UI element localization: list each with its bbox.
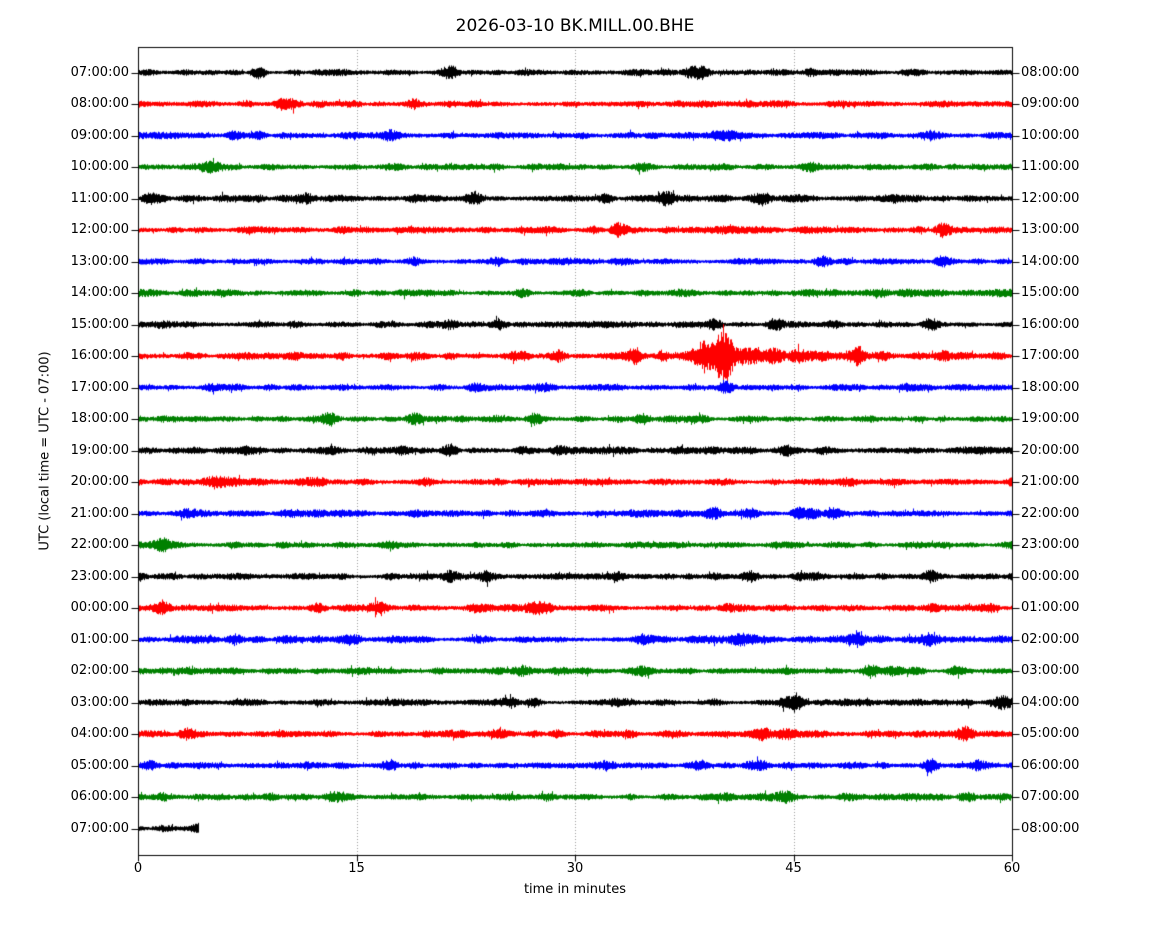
local-row-label: 08:00:00 bbox=[1021, 64, 1080, 80]
x-axis-label: time in minutes bbox=[523, 882, 627, 897]
local-row-label: 14:00:00 bbox=[1021, 253, 1080, 269]
local-row-label: 05:00:00 bbox=[1021, 726, 1080, 741]
utc-row-label: 03:00:00 bbox=[70, 694, 129, 710]
x-tick-label: 60 bbox=[1003, 861, 1021, 876]
utc-row-label: 01:00:00 bbox=[70, 631, 129, 647]
local-row-label: 23:00:00 bbox=[1021, 537, 1080, 552]
utc-row-label: 12:00:00 bbox=[70, 222, 129, 237]
utc-row-label: 07:00:00 bbox=[70, 64, 129, 80]
utc-row-label: 04:00:00 bbox=[70, 726, 129, 741]
local-row-label: 17:00:00 bbox=[1021, 348, 1080, 363]
local-row-label: 21:00:00 bbox=[1021, 474, 1080, 489]
utc-row-label: 18:00:00 bbox=[70, 411, 129, 426]
local-row-label: 13:00:00 bbox=[1021, 222, 1080, 237]
utc-row-label: 00:00:00 bbox=[70, 600, 129, 615]
utc-row-label: 17:00:00 bbox=[70, 379, 129, 395]
utc-row-label: 07:00:00 bbox=[70, 820, 129, 836]
local-row-label: 09:00:00 bbox=[1021, 96, 1080, 111]
utc-row-label: 09:00:00 bbox=[70, 127, 129, 143]
local-row-label: 02:00:00 bbox=[1021, 631, 1080, 647]
x-tick-label: 30 bbox=[566, 861, 584, 876]
utc-row-label: 21:00:00 bbox=[70, 505, 129, 521]
utc-row-label: 22:00:00 bbox=[70, 537, 129, 552]
utc-row-label: 11:00:00 bbox=[70, 190, 129, 206]
utc-row-label: 10:00:00 bbox=[70, 159, 129, 174]
local-row-label: 06:00:00 bbox=[1021, 757, 1080, 773]
local-row-label: 11:00:00 bbox=[1021, 159, 1080, 174]
local-row-label: 15:00:00 bbox=[1021, 285, 1080, 300]
plot-title: 2026-03-10 BK.MILL.00.BHE bbox=[455, 16, 695, 36]
utc-row-label: 15:00:00 bbox=[70, 316, 129, 332]
utc-row-label: 05:00:00 bbox=[70, 757, 129, 773]
local-row-label: 19:00:00 bbox=[1021, 411, 1080, 426]
utc-row-label: 02:00:00 bbox=[70, 663, 129, 678]
local-row-label: 00:00:00 bbox=[1021, 568, 1080, 584]
utc-row-label: 19:00:00 bbox=[70, 442, 129, 458]
local-row-label: 08:00:00 bbox=[1021, 820, 1080, 836]
local-row-label: 03:00:00 bbox=[1021, 663, 1080, 678]
utc-row-label: 13:00:00 bbox=[70, 253, 129, 269]
utc-row-label: 14:00:00 bbox=[70, 285, 129, 300]
local-row-label: 10:00:00 bbox=[1021, 127, 1080, 143]
utc-row-label: 06:00:00 bbox=[70, 789, 129, 804]
local-row-label: 12:00:00 bbox=[1021, 190, 1080, 206]
utc-row-label: 23:00:00 bbox=[70, 568, 129, 584]
local-row-label: 01:00:00 bbox=[1021, 600, 1080, 615]
x-tick-label: 0 bbox=[133, 861, 143, 876]
local-row-label: 20:00:00 bbox=[1021, 442, 1080, 458]
utc-row-label: 08:00:00 bbox=[70, 96, 129, 111]
local-row-label: 18:00:00 bbox=[1021, 379, 1080, 395]
x-tick-label: 45 bbox=[785, 861, 802, 876]
utc-row-label: 16:00:00 bbox=[70, 348, 129, 363]
local-row-label: 07:00:00 bbox=[1021, 789, 1080, 804]
local-row-label: 04:00:00 bbox=[1021, 694, 1080, 710]
utc-row-label: 20:00:00 bbox=[70, 474, 129, 489]
local-row-label: 22:00:00 bbox=[1021, 505, 1080, 521]
local-row-label: 16:00:00 bbox=[1021, 316, 1080, 332]
x-tick-label: 15 bbox=[348, 861, 365, 876]
